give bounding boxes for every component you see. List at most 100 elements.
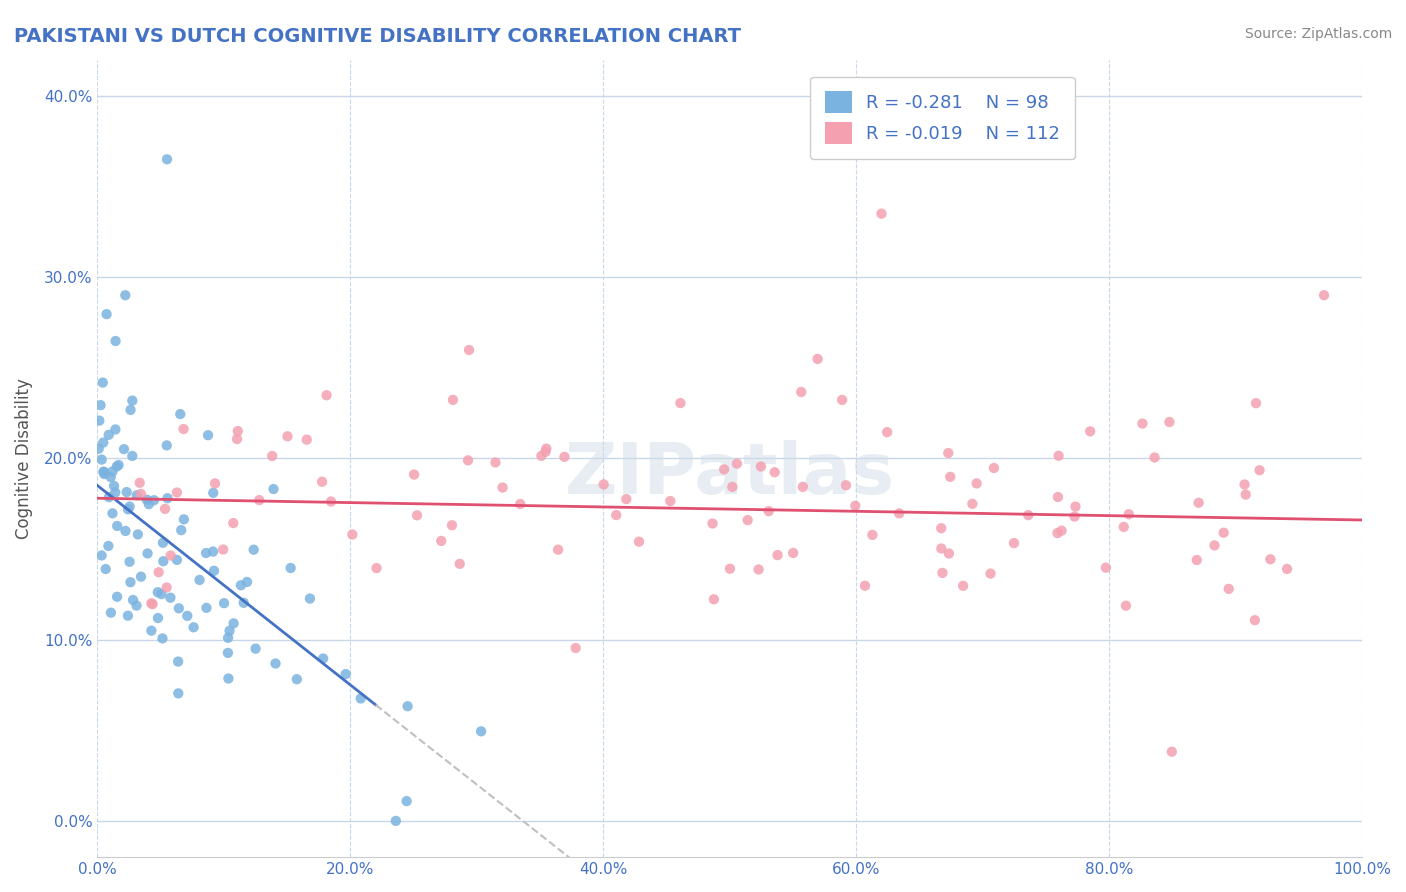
Point xyxy=(212,596,235,610)
Point xyxy=(91,376,114,390)
Point xyxy=(931,566,953,580)
Point xyxy=(792,480,814,494)
Point xyxy=(718,562,741,576)
Point xyxy=(87,442,110,456)
Point xyxy=(1132,417,1154,431)
Point xyxy=(114,524,136,538)
Point xyxy=(853,579,876,593)
Point xyxy=(1050,524,1073,538)
Point xyxy=(167,601,190,615)
Point xyxy=(319,494,342,508)
Point xyxy=(659,494,682,508)
Point xyxy=(1218,582,1240,596)
Point xyxy=(166,553,188,567)
Point xyxy=(782,546,804,560)
Point xyxy=(1212,525,1234,540)
Point xyxy=(509,497,531,511)
Point xyxy=(104,334,127,348)
Point xyxy=(156,491,179,506)
Point xyxy=(1046,490,1069,504)
Point xyxy=(592,477,614,491)
Point xyxy=(146,611,169,625)
Point xyxy=(90,452,112,467)
Point xyxy=(530,449,553,463)
Point xyxy=(1243,613,1265,627)
Point xyxy=(536,442,558,456)
Point xyxy=(166,485,188,500)
Point xyxy=(138,497,160,511)
Point xyxy=(835,478,858,492)
Point xyxy=(236,574,259,589)
Point xyxy=(125,599,148,613)
Point xyxy=(202,544,225,558)
Point xyxy=(366,561,388,575)
Point xyxy=(457,453,479,467)
Point xyxy=(104,422,127,436)
Point xyxy=(96,307,118,321)
Point xyxy=(202,564,225,578)
Point xyxy=(404,467,426,482)
Point xyxy=(202,485,225,500)
Point xyxy=(229,578,252,592)
Point xyxy=(125,488,148,502)
Point xyxy=(247,493,270,508)
Point xyxy=(156,438,179,452)
Point xyxy=(93,465,115,479)
Point xyxy=(204,476,226,491)
Point xyxy=(150,587,173,601)
Point xyxy=(226,424,249,438)
Point xyxy=(962,497,984,511)
Point xyxy=(94,562,117,576)
Point xyxy=(167,686,190,700)
Point xyxy=(242,542,264,557)
Point xyxy=(870,207,893,221)
Point xyxy=(167,655,190,669)
Point xyxy=(176,608,198,623)
Point xyxy=(89,414,111,428)
Point xyxy=(107,458,129,472)
Point xyxy=(1112,520,1135,534)
Point xyxy=(430,533,453,548)
Point xyxy=(127,527,149,541)
Point xyxy=(173,512,195,526)
Point xyxy=(105,590,128,604)
Point xyxy=(128,475,150,490)
Point xyxy=(97,539,120,553)
Point xyxy=(1204,538,1226,552)
Point xyxy=(159,591,181,605)
Point xyxy=(315,388,337,402)
Point xyxy=(91,435,114,450)
Point xyxy=(121,393,143,408)
Point xyxy=(136,546,159,560)
Point xyxy=(395,794,418,808)
Point xyxy=(844,499,866,513)
Point xyxy=(449,557,471,571)
Point xyxy=(1095,560,1118,574)
Point xyxy=(156,581,179,595)
Point xyxy=(458,343,481,357)
Point xyxy=(1063,509,1085,524)
Point xyxy=(1188,496,1211,510)
Point xyxy=(188,573,211,587)
Point xyxy=(148,566,170,580)
Point xyxy=(105,519,128,533)
Point xyxy=(217,631,239,645)
Point xyxy=(226,432,249,446)
Point xyxy=(860,528,883,542)
Point xyxy=(936,446,959,460)
Point xyxy=(122,593,145,607)
Point xyxy=(1017,508,1039,523)
Point xyxy=(790,384,813,399)
Point xyxy=(101,465,124,479)
Point xyxy=(118,555,141,569)
Point xyxy=(170,523,193,537)
Point xyxy=(1047,449,1070,463)
Point xyxy=(983,461,1005,475)
Point xyxy=(1160,745,1182,759)
Point xyxy=(195,546,218,560)
Point xyxy=(952,579,974,593)
Point xyxy=(737,513,759,527)
Point xyxy=(276,429,298,443)
Point xyxy=(929,521,952,535)
Point xyxy=(876,425,898,439)
